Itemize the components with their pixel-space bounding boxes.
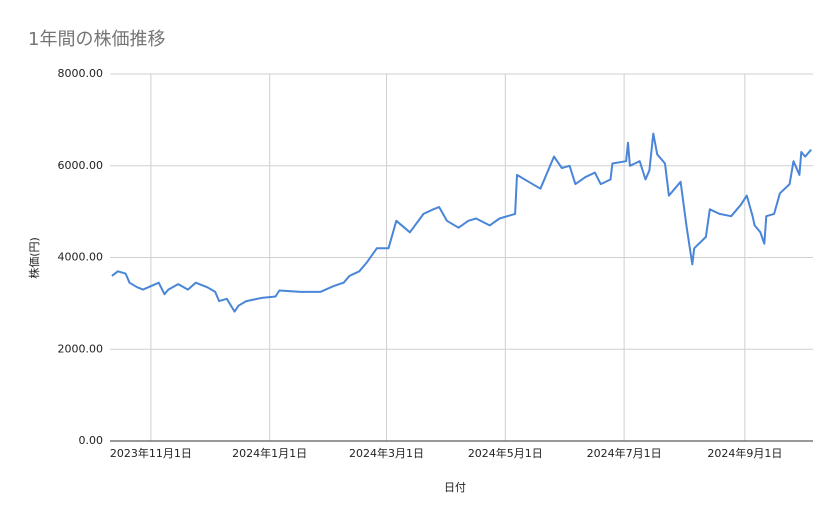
y-tick-label: 0.00 — [79, 434, 104, 447]
y-tick-label: 4000.00 — [58, 251, 104, 264]
y-tick-label: 2000.00 — [58, 342, 104, 355]
x-tick-label: 2024年5月1日 — [468, 446, 543, 460]
x-tick-label: 2024年9月1日 — [707, 446, 782, 460]
y-tick-label: 6000.00 — [58, 159, 104, 172]
x-tick-label: 2024年3月1日 — [349, 446, 424, 460]
x-tick-label: 2024年1月1日 — [232, 446, 307, 460]
x-axis-label: 日付 — [444, 481, 466, 494]
x-tick-label: 2024年7月1日 — [587, 446, 662, 460]
y-axis-label: 株価(円) — [27, 237, 41, 279]
y-tick-label: 8000.00 — [58, 67, 104, 80]
chart-title: 1年間の株価推移 — [28, 29, 165, 50]
x-tick-label: 2023年11月1日 — [110, 446, 192, 460]
line-series — [111, 132, 812, 313]
